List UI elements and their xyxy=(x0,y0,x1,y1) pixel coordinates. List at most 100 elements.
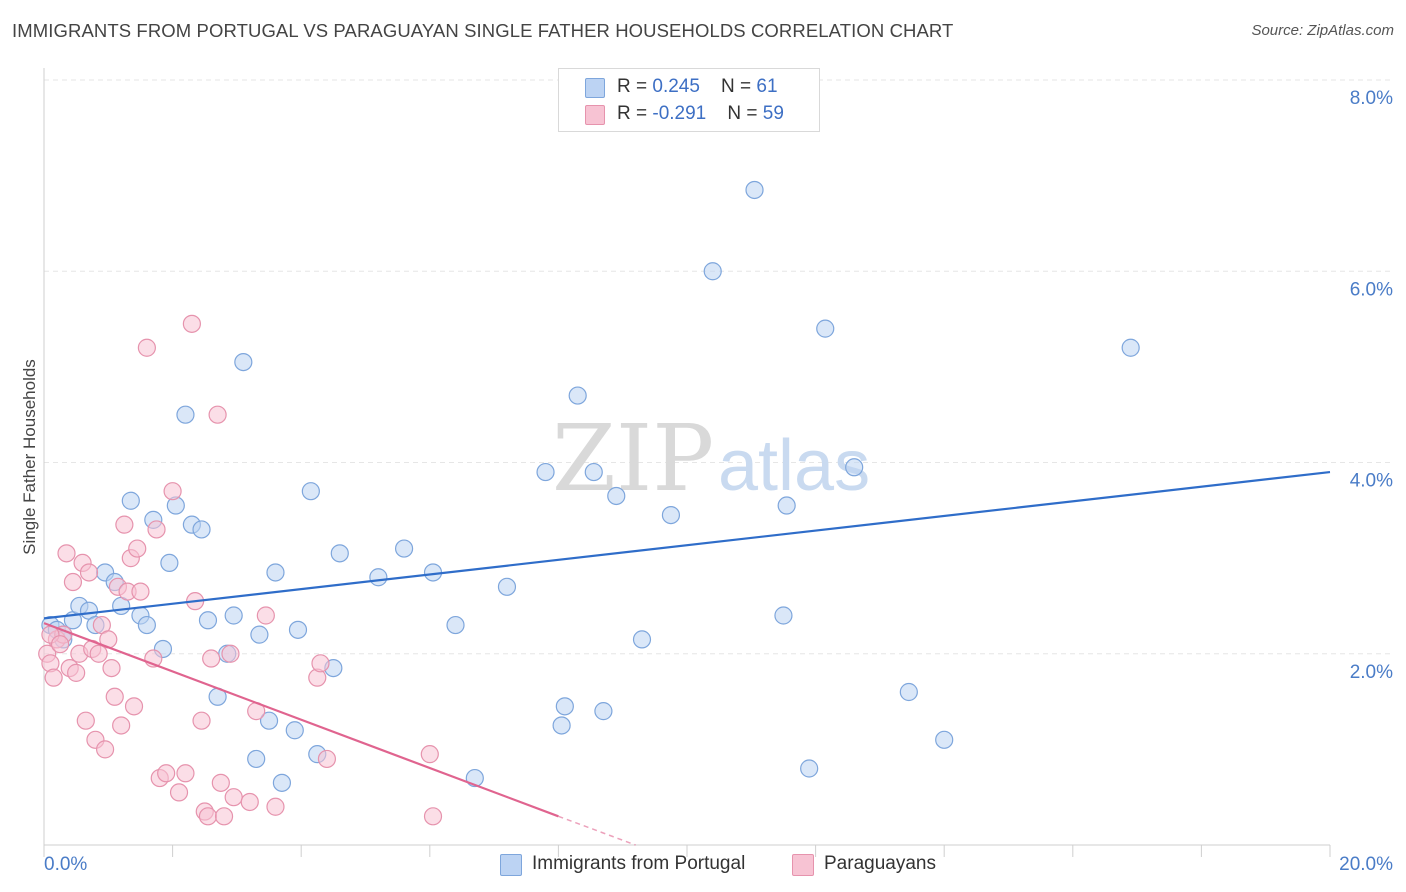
point-paraguayans xyxy=(44,668,63,687)
point-paraguayans xyxy=(192,711,211,730)
legend-swatch-pink xyxy=(792,854,814,876)
point-portugal xyxy=(536,462,555,482)
point-paraguayans xyxy=(214,807,234,826)
point-paraguayans xyxy=(115,515,134,534)
point-paraguayans xyxy=(147,520,166,539)
legend-swatch-blue xyxy=(585,78,605,98)
point-paraguayans xyxy=(131,582,150,601)
point-portugal xyxy=(198,611,218,630)
point-portugal xyxy=(259,711,279,730)
point-portugal xyxy=(703,262,722,281)
x-tick-label: 20.0% xyxy=(1339,854,1393,875)
point-portugal xyxy=(777,496,796,515)
point-portugal xyxy=(250,625,269,644)
point-portugal xyxy=(632,630,652,649)
point-portugal xyxy=(661,505,681,525)
stats-legend: R = 0.245 N = 61 R = -0.291 N = 59 xyxy=(558,68,820,132)
point-portugal xyxy=(137,615,156,635)
point-paraguayans xyxy=(317,749,337,769)
legend-r-label: R = xyxy=(617,103,653,124)
point-portugal xyxy=(584,462,603,482)
point-portugal xyxy=(224,606,243,625)
point-portugal xyxy=(176,405,195,424)
point-paraguayans xyxy=(266,797,285,816)
point-paraguayans xyxy=(112,716,131,735)
point-portugal xyxy=(800,759,819,778)
trend-line-paraguayans xyxy=(43,622,559,818)
point-paraguayans xyxy=(423,807,443,826)
point-paraguayans xyxy=(198,807,218,826)
x-tick-label: 0.0% xyxy=(44,854,87,875)
point-paraguayans xyxy=(157,764,176,783)
point-portugal xyxy=(192,520,211,539)
point-portugal xyxy=(568,386,587,405)
point-portugal xyxy=(935,730,954,749)
point-paraguayans xyxy=(240,792,259,812)
source-label: Source: ZipAtlas.com xyxy=(1251,22,1394,39)
point-paraguayans xyxy=(102,658,121,678)
point-paraguayans xyxy=(50,635,70,654)
point-portugal xyxy=(497,577,517,596)
point-paraguayans xyxy=(89,644,108,663)
point-portugal xyxy=(745,180,764,200)
point-portugal xyxy=(552,716,571,735)
point-portugal xyxy=(816,319,835,338)
point-paraguayans xyxy=(79,563,99,582)
legend-swatch-blue xyxy=(500,854,522,876)
point-portugal xyxy=(272,773,292,792)
point-paraguayans xyxy=(420,745,439,764)
trend-line-paraguayans-extension xyxy=(558,815,636,846)
point-portugal xyxy=(160,553,179,573)
watermark-zip: ZIP xyxy=(552,405,714,512)
chart-title: IMMIGRANTS FROM PORTUGAL VS PARAGUAYAN S… xyxy=(12,20,954,41)
point-portugal xyxy=(285,721,304,740)
point-portugal xyxy=(288,620,308,639)
point-portugal xyxy=(555,697,574,716)
point-paraguayans xyxy=(76,711,95,730)
point-portugal xyxy=(234,352,253,372)
point-portugal xyxy=(845,458,864,477)
y-tick-label: 4.0% xyxy=(1350,471,1393,492)
y-tick-label: 6.0% xyxy=(1350,279,1393,300)
point-portugal xyxy=(899,682,918,702)
point-paraguayans xyxy=(137,338,156,357)
point-paraguayans xyxy=(63,572,83,592)
point-portugal xyxy=(607,486,626,506)
point-paraguayans xyxy=(169,783,189,802)
point-paraguayans xyxy=(221,644,240,663)
axes xyxy=(43,68,1331,857)
point-portugal xyxy=(594,702,613,721)
legend-label-portugal: Immigrants from Portugal xyxy=(532,853,746,874)
legend-n-label: N = xyxy=(721,76,757,97)
point-portugal xyxy=(266,563,285,582)
point-portugal xyxy=(330,544,349,563)
watermark: ZIP atlas xyxy=(552,405,870,512)
point-paraguayans xyxy=(211,773,230,792)
point-paraguayans xyxy=(95,740,115,759)
point-paraguayans xyxy=(176,764,195,783)
point-paraguayans xyxy=(311,654,330,673)
point-paraguayans xyxy=(105,687,124,706)
legend-label-paraguayans: Paraguayans xyxy=(824,853,936,874)
tick-labels: 2.0% 4.0% 6.0% 8.0% 0.0% 20.0% xyxy=(44,88,1393,875)
point-portugal xyxy=(121,491,140,510)
point-paraguayans xyxy=(128,539,147,558)
point-portugal xyxy=(369,568,388,587)
point-paraguayans xyxy=(224,788,243,807)
y-tick-label: 8.0% xyxy=(1350,88,1393,109)
point-paraguayans xyxy=(256,606,275,625)
point-paraguayans xyxy=(182,314,201,333)
legend-swatch-pink xyxy=(585,105,605,125)
legend-n-value: 59 xyxy=(762,103,784,124)
y-tick-label: 2.0% xyxy=(1350,662,1393,683)
legend-r-label: R = xyxy=(617,76,653,97)
legend-r-value: 0.245 xyxy=(652,76,700,97)
point-portugal xyxy=(1121,338,1140,357)
legend-n-label: N = xyxy=(727,103,763,124)
point-paraguayans xyxy=(67,663,86,682)
point-portugal xyxy=(247,749,266,769)
point-paraguayans xyxy=(57,544,76,563)
y-axis-label: Single Father Households xyxy=(20,359,39,555)
point-portugal xyxy=(774,606,793,625)
